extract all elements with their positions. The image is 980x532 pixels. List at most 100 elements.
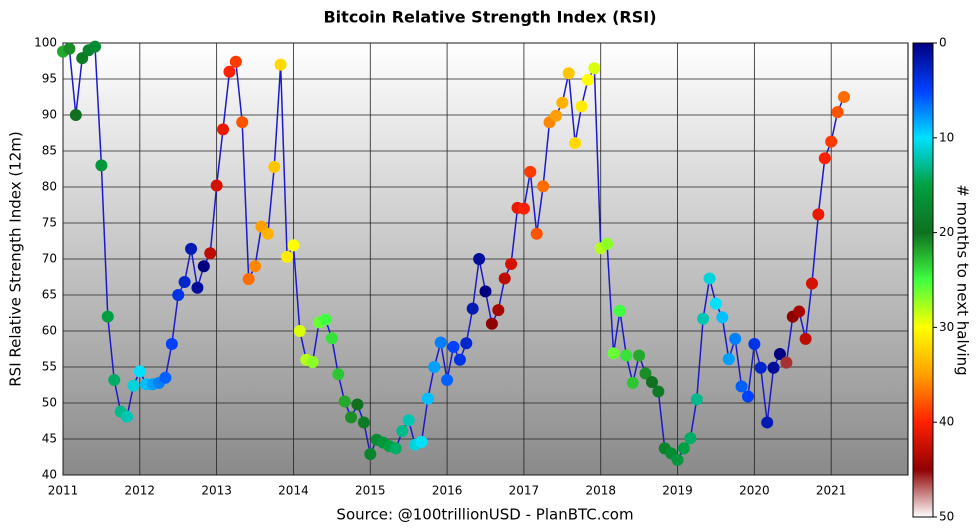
rsi-point [709, 297, 722, 310]
rsi-point [364, 448, 377, 461]
rsi-point [357, 416, 370, 429]
rsi-point [741, 390, 754, 403]
rsi-point [396, 425, 409, 438]
x-tick-label: 2013 [201, 484, 232, 498]
y-tick-label: 70 [42, 252, 57, 266]
rsi-point [178, 276, 191, 289]
rsi-point [345, 411, 358, 424]
rsi-point [537, 180, 550, 193]
rsi-point [677, 442, 690, 455]
y-tick-label: 100 [34, 36, 57, 50]
rsi-point [89, 40, 102, 53]
rsi-point [613, 304, 626, 317]
rsi-point [466, 302, 479, 315]
rsi-point [441, 373, 454, 386]
rsi-point [479, 285, 492, 298]
rsi-point [236, 116, 249, 129]
rsi-point [684, 432, 697, 445]
colorbar-tick-label: 10 [939, 130, 954, 144]
rsi-point [210, 179, 223, 192]
rsi-point [319, 313, 332, 326]
rsi-point [729, 332, 742, 345]
rsi-point [805, 277, 818, 290]
rsi-point [492, 304, 505, 317]
rsi-point [223, 65, 236, 78]
rsi-point [95, 159, 108, 172]
rsi-point [754, 361, 767, 374]
rsi-point [588, 62, 601, 75]
rsi-point [332, 368, 345, 381]
rsi-point [274, 58, 287, 71]
rsi-point [63, 42, 76, 55]
rsi-point [261, 227, 274, 240]
rsi-point [818, 152, 831, 165]
rsi-point [402, 414, 415, 427]
rsi-point [639, 367, 652, 380]
y-tick-label: 40 [42, 468, 57, 482]
rsi-point [108, 373, 121, 386]
colorbar-tick-label: 50 [939, 510, 954, 524]
source-note: Source: @100trillionUSD - PlanBTC.com [336, 506, 633, 524]
x-tick-label: 2012 [125, 484, 156, 498]
x-tick-label: 2020 [739, 484, 770, 498]
rsi-point [325, 332, 338, 345]
rsi-point [812, 208, 825, 221]
rsi-point [281, 250, 294, 263]
rsi-point [838, 91, 851, 103]
rsi-point [562, 67, 575, 80]
rsi-point [287, 239, 300, 252]
rsi-point [530, 227, 543, 240]
rsi-point [389, 442, 402, 455]
y-tick-label: 75 [42, 216, 57, 230]
rsi-point [453, 353, 466, 366]
rsi-point [242, 273, 255, 286]
rsi-point [473, 253, 486, 265]
rsi-point [793, 305, 806, 318]
rsi-point [620, 349, 633, 362]
rsi-point [626, 376, 639, 389]
rsi-point [306, 355, 319, 368]
rsi-point [351, 398, 364, 411]
rsi-point [773, 348, 786, 361]
rsi-point [338, 395, 351, 408]
rsi-point [780, 356, 793, 369]
y-tick-label: 45 [42, 432, 57, 446]
colorbar-tick-label: 40 [939, 415, 954, 429]
rsi-point [607, 347, 620, 360]
rsi-point [722, 353, 735, 366]
rsi-point [120, 410, 133, 423]
rsi-point [575, 100, 588, 113]
rsi-point [434, 336, 447, 349]
rsi-point [690, 393, 703, 406]
rsi-point [498, 272, 511, 285]
x-tick-label: 2016 [432, 484, 463, 498]
rsi-point [485, 317, 498, 330]
rsi-point [825, 135, 838, 148]
x-tick-label: 2019 [662, 484, 693, 498]
rsi-point [249, 260, 262, 273]
rsi-point [159, 371, 172, 384]
x-tick-label: 2018 [585, 484, 616, 498]
y-tick-label: 50 [42, 396, 57, 410]
rsi-point [831, 106, 844, 119]
colorbar-tick-label: 0 [939, 36, 947, 50]
rsi-point [767, 361, 780, 374]
rsi-point [524, 165, 537, 178]
x-tick-label: 2015 [355, 484, 386, 498]
rsi-point [633, 349, 646, 362]
x-tick-label: 2014 [278, 484, 309, 498]
rsi-point [799, 332, 812, 345]
rsi-point [556, 96, 569, 109]
colorbar-tick-label: 20 [939, 225, 954, 239]
rsi-point [549, 109, 562, 122]
rsi-point [127, 379, 140, 392]
y-axis-label: RSI Relative Strength Index (12m) [7, 131, 25, 387]
rsi-point [293, 325, 306, 337]
rsi-point [697, 312, 710, 325]
rsi-point [197, 260, 210, 273]
rsi-point [601, 237, 614, 250]
y-tick-label: 65 [42, 288, 57, 302]
colorbar-label: # months to next halving [954, 184, 972, 375]
rsi-point [69, 109, 82, 121]
